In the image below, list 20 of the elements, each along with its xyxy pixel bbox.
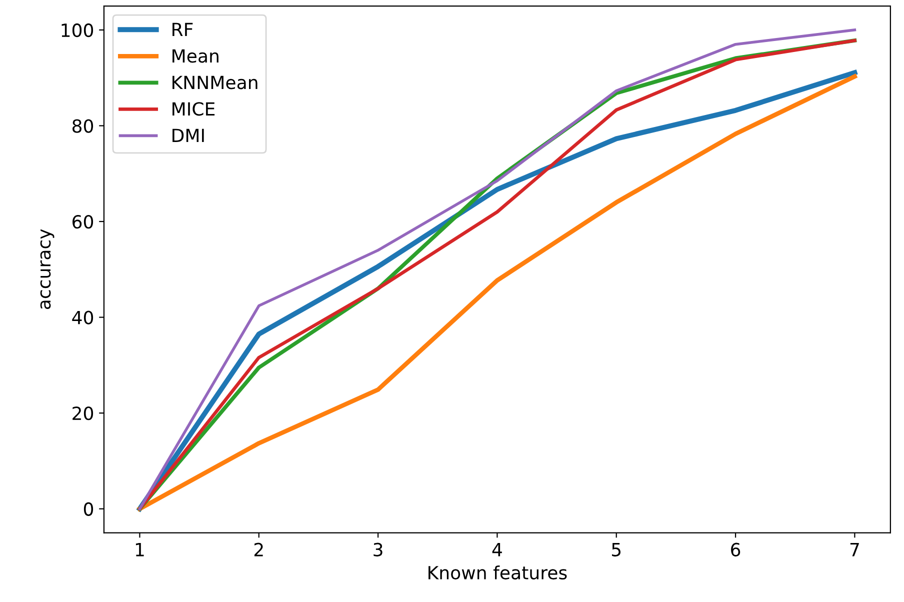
x-axis-title: Known features	[428, 566, 567, 580]
x-tick-label: 3	[374, 542, 382, 556]
x-tick-label: 1	[136, 543, 144, 556]
legend-label: MICE	[172, 102, 215, 116]
legend-label: RF	[172, 22, 193, 36]
y-axis-title: accuracy	[40, 229, 54, 310]
y-tick-label: 0	[84, 502, 94, 516]
x-tick-label: 7	[850, 543, 859, 556]
legend-label: DMI	[172, 128, 204, 142]
x-tick-label: 4	[492, 543, 502, 556]
x-tick-label: 2	[254, 542, 263, 556]
y-tick-label: 100	[62, 23, 94, 38]
legend-label: KNNMean	[172, 76, 258, 90]
legend-label: Mean	[172, 49, 218, 63]
y-tick-label: 80	[72, 119, 94, 133]
y-tick-label: 20	[72, 406, 94, 420]
x-tick-label: 6	[731, 542, 740, 556]
y-tick-label: 40	[72, 310, 94, 324]
x-tick-label: 5	[612, 543, 621, 556]
y-tick-label: 60	[72, 214, 94, 229]
